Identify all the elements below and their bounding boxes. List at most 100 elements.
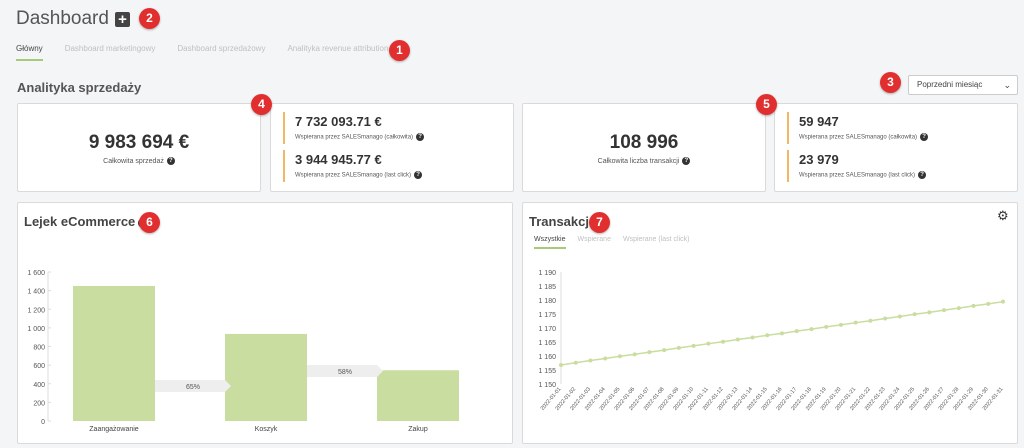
period-select[interactable]: Poprzedni miesiąc ⌄ [908, 75, 1018, 95]
bar [225, 333, 307, 421]
kpi-tx-assisted-value: 59 947 [799, 114, 839, 129]
kpi-sales-lastclick-label: Wspierana przez SALESmanago (last click) [295, 172, 412, 179]
kpi-tx-total-value: 108 996 [609, 132, 679, 153]
data-point [588, 358, 593, 363]
annotation-badge-1: 1 [389, 40, 410, 61]
transactions-title: Transakcje [529, 214, 597, 229]
y-tick-label: 1 180 [538, 298, 556, 305]
chevron-down-icon: ⌄ [1003, 80, 1011, 90]
kpi-tx-split: 59 947 Wspierana przez SALESmanago (całk… [774, 103, 1018, 192]
data-point [603, 356, 608, 361]
transactions-panel: 1 150 1 155 1 160 1 165 1 170 1 175 1 180 1 185… [522, 202, 1018, 444]
data-point [838, 322, 843, 327]
page-title: Dashboard + + [16, 8, 147, 30]
data-point [986, 301, 991, 306]
y-tick-label: 1 160 [538, 354, 556, 361]
y-tick-label: 400 [33, 382, 45, 389]
data-point [1001, 299, 1005, 304]
tab-dashboard-marketingowy[interactable]: Dashboard marketingowy [64, 44, 156, 53]
y-tick-label: 1 150 [538, 382, 556, 389]
kpi-sales-lastclick-value: 3 944 945.77 € [295, 152, 382, 167]
data-point [853, 320, 858, 325]
tab-wspierane-last-click[interactable]: Wspierane (last click) [622, 236, 690, 243]
y-tick-label: 600 [33, 363, 45, 370]
period-select-value: Poprzedni miesiąc [917, 80, 983, 89]
data-point [706, 341, 711, 346]
help-icon[interactable]: ? [682, 157, 691, 165]
help-icon[interactable]: ? [414, 171, 423, 179]
data-point [647, 350, 652, 355]
y-tick-label: 200 [33, 400, 45, 407]
data-point [809, 327, 814, 332]
transactions-chart: 1 150 1 155 1 160 1 165 1 170 1 175 1 180 1 185… [538, 270, 1005, 412]
bar [73, 285, 155, 421]
data-point [897, 314, 902, 319]
kpi-sales-total-label: Całkowita sprzedaż? [18, 157, 260, 165]
tab-wszystkie[interactable]: Wszystkie [534, 236, 566, 249]
kpi-sales-split: 7 732 093.71 € Wspierana przez SALESmana… [270, 103, 514, 192]
section-title: Analityka sprzedaży [17, 80, 142, 95]
annotation-badge-4: 4 [251, 94, 272, 115]
help-icon[interactable]: ? [920, 133, 929, 141]
conversion-label: 65% [186, 384, 200, 391]
tab-dashboard-sprzedazowy[interactable]: Dashboard sprzedażowy [177, 44, 266, 53]
kpi-tx-assisted-label: Wspierana przez SALESmanago (całkowita) [799, 134, 918, 141]
kpi-sales-assisted: 7 732 093.71 € Wspierana przez SALESmana… [283, 112, 425, 144]
data-point [883, 316, 888, 321]
help-icon[interactable]: ? [416, 133, 425, 141]
y-tick-label: 1 170 [538, 326, 556, 333]
help-icon[interactable]: ? [918, 171, 927, 179]
data-point [662, 348, 667, 353]
data-point [927, 310, 932, 315]
annotation-badge-5: 5 [756, 94, 777, 115]
kpi-sales-lastclick: 3 944 945.77 € Wspierana przez SALESmana… [283, 150, 423, 182]
y-tick-label: 1 190 [538, 270, 556, 277]
kpi-tx-lastclick: 23 979 Wspierana przez SALESmanago (last… [787, 150, 927, 182]
annotation-badge-2: 2 [139, 8, 160, 29]
data-point [868, 318, 873, 323]
conversion-arrow [155, 380, 231, 392]
data-point [956, 306, 961, 311]
dashboard-tabs: Główny Dashboard marketingowy Dashboard … [16, 44, 410, 61]
annotation-badge-7: 7 [589, 212, 610, 233]
y-tick-label: 1 165 [538, 340, 556, 347]
bar [377, 370, 459, 421]
data-point [971, 303, 976, 308]
y-tick-label: 1 400 [27, 289, 45, 296]
kpi-tx-total: 108 996 Całkowita liczba transakcji? [522, 103, 766, 192]
kpi-tx-lastclick-label: Wspierana przez SALESmanago (last click) [799, 172, 916, 179]
funnel-title: Lejek eCommerce? [24, 214, 149, 229]
tab-analityka-revenue[interactable]: Analityka revenue attribution [287, 44, 389, 53]
plus-square-icon[interactable]: + [114, 11, 130, 27]
data-point [912, 312, 917, 317]
kpi-sales-total-value: 9 983 694 € [88, 132, 190, 153]
data-point [824, 324, 829, 329]
y-tick-label: 1 200 [27, 307, 45, 314]
data-point [750, 335, 755, 340]
page-title-text: Dashboard [16, 8, 109, 29]
tab-glowny[interactable]: Główny [16, 44, 43, 61]
data-point [676, 345, 681, 350]
kpi-tx-total-label: Całkowita liczba transakcji? [523, 157, 765, 165]
data-point [942, 308, 947, 313]
funnel-panel: 0 200 400 600 800 1 000 1 200 1 400 1 600 Zaangaż… [17, 202, 513, 444]
data-point [721, 339, 726, 344]
tab-wspierane[interactable]: Wspierane [577, 236, 611, 243]
y-tick-label: 1 155 [538, 368, 556, 375]
data-point [735, 337, 740, 342]
x-tick-label: Zakup [408, 426, 428, 433]
data-point [559, 362, 563, 367]
y-tick-label: 1 175 [538, 312, 556, 319]
data-point [632, 352, 637, 357]
help-icon[interactable]: ? [166, 157, 175, 165]
y-tick-label: 0 [41, 419, 45, 426]
gear-icon[interactable]: ⚙ [997, 208, 1009, 223]
kpi-sales-assisted-label: Wspierana przez SALESmanago (całkowita) [295, 134, 414, 141]
funnel-chart: 0 200 400 600 800 1 000 1 200 1 400 1 600 Zaangaż… [27, 270, 459, 433]
y-tick-label: 1 600 [27, 270, 45, 277]
conversion-arrow [307, 365, 383, 377]
kpi-sales-total: 9 983 694 € Całkowita sprzedaż? [17, 103, 261, 192]
kpi-tx-assisted: 59 947 Wspierana przez SALESmanago (całk… [787, 112, 929, 144]
data-point [780, 331, 784, 336]
data-point [794, 329, 799, 334]
